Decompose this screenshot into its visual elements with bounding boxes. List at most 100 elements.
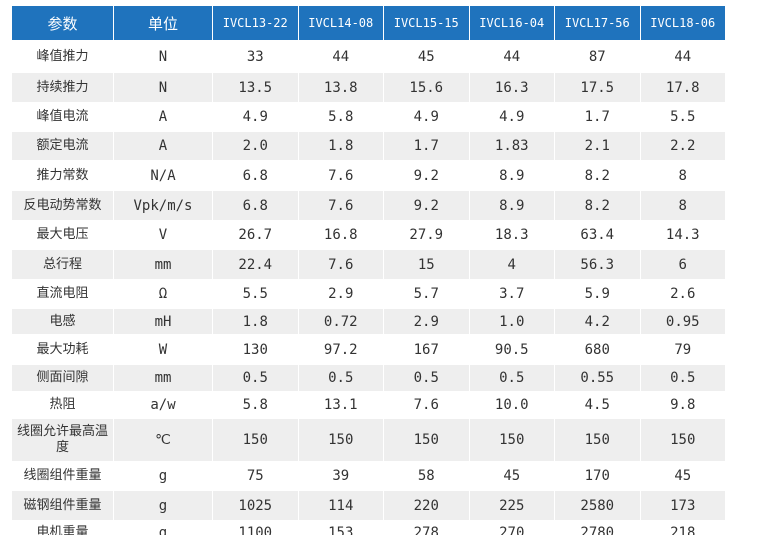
row-value: 5.8 — [212, 391, 299, 419]
row-value: 150 — [212, 418, 299, 462]
row-value: 1.83 — [468, 131, 555, 161]
row-value: 27.9 — [383, 220, 470, 250]
row-value: 2.9 — [297, 279, 384, 309]
row-unit: Ω — [113, 279, 213, 309]
row-param-label: 直流电阻 — [11, 279, 114, 309]
table-row: 推力常数 N/A 6.8 7.6 9.2 8.9 8.2 8 — [11, 160, 725, 191]
row-unit: N/A — [113, 160, 213, 191]
row-value: 2.2 — [639, 131, 725, 161]
row-value: 63.4 — [554, 220, 641, 250]
table-row: 电感 mH 1.8 0.72 2.9 1.0 4.2 0.95 — [11, 308, 725, 335]
row-value: 44 — [297, 40, 384, 73]
row-value: 5.7 — [383, 279, 470, 309]
row-value: 75 — [212, 461, 299, 491]
row-value: 6 — [639, 249, 725, 280]
row-value: 8.9 — [468, 160, 555, 191]
row-unit: A — [113, 102, 213, 132]
row-param-label: 峰值电流 — [11, 102, 114, 132]
row-value: 1.7 — [554, 102, 641, 132]
row-value: 45 — [383, 40, 470, 73]
row-value: 87 — [554, 40, 641, 73]
row-param-label: 侧面间隙 — [11, 364, 114, 392]
row-value: 7.6 — [297, 249, 384, 280]
row-value: 16.8 — [297, 220, 384, 250]
row-value: 130 — [212, 334, 299, 365]
row-value: 0.5 — [297, 364, 384, 392]
row-unit: W — [113, 334, 213, 365]
row-value: 3.7 — [468, 279, 555, 309]
row-value: 150 — [554, 418, 641, 462]
row-value: 2.9 — [383, 308, 470, 335]
row-value: 79 — [639, 334, 725, 365]
row-param-label: 电感 — [11, 308, 114, 335]
row-value: 150 — [639, 418, 725, 462]
row-value: 4 — [468, 249, 555, 280]
header-unit: 单位 — [113, 5, 213, 41]
row-value: 17.8 — [639, 72, 725, 103]
table-row: 磁钢组件重量 g 1025 114 220 225 2580 173 — [11, 490, 725, 521]
row-param-label: 电机重量 — [11, 520, 114, 535]
row-value: 4.9 — [383, 102, 470, 132]
row-param-label: 总行程 — [11, 249, 114, 280]
row-value: 45 — [468, 461, 555, 491]
row-value: 218 — [639, 520, 725, 535]
row-param-label: 磁钢组件重量 — [11, 490, 114, 521]
row-value: 7.6 — [297, 160, 384, 191]
header-model: IVCL15-15 — [383, 5, 470, 41]
row-value: 0.95 — [639, 308, 725, 335]
row-value: 22.4 — [212, 249, 299, 280]
row-value: 114 — [297, 490, 384, 521]
row-value: 10.0 — [468, 391, 555, 419]
table-row: 直流电阻 Ω 5.5 2.9 5.7 3.7 5.9 2.6 — [11, 279, 725, 309]
row-unit: ℃ — [113, 418, 213, 462]
row-param-label: 持续推力 — [11, 72, 114, 103]
row-unit: Vpk/m/s — [113, 190, 213, 221]
row-value: 170 — [554, 461, 641, 491]
row-value: 0.5 — [212, 364, 299, 392]
row-value: 58 — [383, 461, 470, 491]
row-value: 39 — [297, 461, 384, 491]
header-param: 参数 — [11, 5, 114, 41]
row-unit: V — [113, 220, 213, 250]
row-value: 150 — [297, 418, 384, 462]
row-value: 8.2 — [554, 190, 641, 221]
row-value: 2.6 — [639, 279, 725, 309]
row-param-label: 推力常数 — [11, 160, 114, 191]
row-value: 278 — [383, 520, 470, 535]
row-value: 2580 — [554, 490, 641, 521]
row-value: 9.8 — [639, 391, 725, 419]
row-value: 0.5 — [639, 364, 725, 392]
row-value: 15 — [383, 249, 470, 280]
row-value: 150 — [383, 418, 470, 462]
row-value: 1.0 — [468, 308, 555, 335]
row-value: 18.3 — [468, 220, 555, 250]
table-row: 反电动势常数 Vpk/m/s 6.8 7.6 9.2 8.9 8.2 8 — [11, 190, 725, 221]
row-value: 150 — [468, 418, 555, 462]
row-value: 225 — [468, 490, 555, 521]
row-value: 8.9 — [468, 190, 555, 221]
row-value: 4.2 — [554, 308, 641, 335]
table-row: 电机重量 g 1100 153 278 270 2780 218 — [11, 520, 725, 535]
row-value: 17.5 — [554, 72, 641, 103]
row-value: 4.5 — [554, 391, 641, 419]
row-param-label: 最大电压 — [11, 220, 114, 250]
row-unit: g — [113, 520, 213, 535]
row-value: 173 — [639, 490, 725, 521]
row-value: 7.6 — [297, 190, 384, 221]
row-value: 13.8 — [297, 72, 384, 103]
row-unit: A — [113, 131, 213, 161]
table-row: 总行程 mm 22.4 7.6 15 4 56.3 6 — [11, 249, 725, 280]
row-value: 14.3 — [639, 220, 725, 250]
row-value: 6.8 — [212, 190, 299, 221]
row-unit: mm — [113, 249, 213, 280]
row-param-label: 额定电流 — [11, 131, 114, 161]
row-value: 1025 — [212, 490, 299, 521]
table-row: 额定电流 A 2.0 1.8 1.7 1.83 2.1 2.2 — [11, 131, 725, 161]
row-value: 15.6 — [383, 72, 470, 103]
header-model: IVCL13-22 — [212, 5, 299, 41]
row-value: 167 — [383, 334, 470, 365]
spec-table-container: 参数 单位 IVCL13-22 IVCL14-08 IVCL15-15 IVCL16-04… — [11, 5, 725, 535]
row-value: 0.72 — [297, 308, 384, 335]
row-value: 97.2 — [297, 334, 384, 365]
row-unit: N — [113, 40, 213, 73]
